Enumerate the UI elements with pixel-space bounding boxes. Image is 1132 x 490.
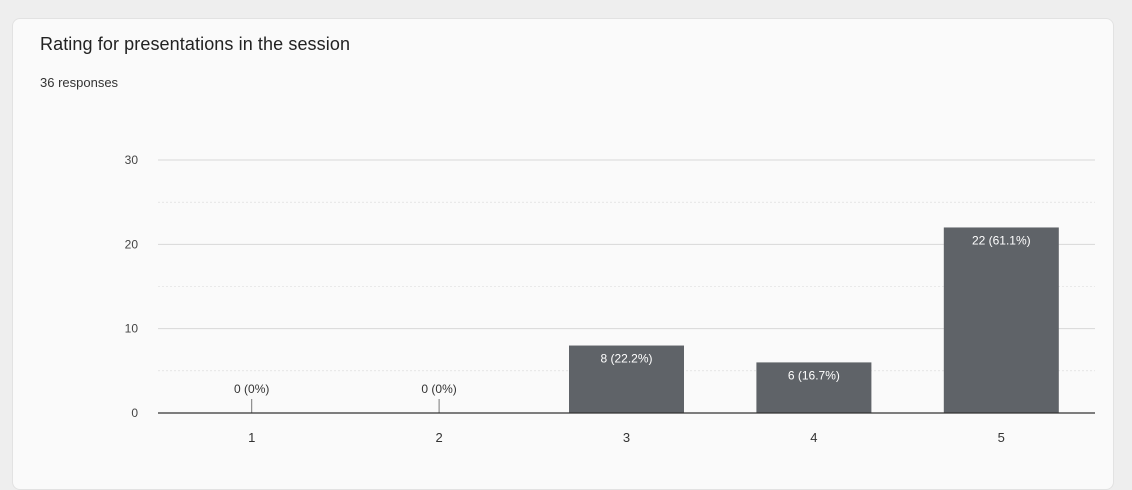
chart-title: Rating for presentations in the session [40,34,351,54]
x-tick-label: 3 [623,430,630,445]
y-tick-label: 30 [125,153,139,167]
bar-chart: 0 10 20 30 0 (0%) 1 0 (0%) 2 8 (22.2%) 3 6 (16.7%)… [125,153,1095,445]
x-tick-label: 2 [435,430,442,445]
y-tick-label: 0 [131,406,138,420]
bar [569,345,684,413]
bar-value-label: 0 (0%) [421,382,456,396]
x-tick-label: 1 [248,430,255,445]
bar-value-label: 0 (0%) [234,382,269,396]
bar [756,362,872,413]
chart-card [12,18,1114,490]
bar-value-label: 22 (61.1%) [972,233,1031,247]
y-tick-label: 20 [125,237,139,251]
x-tick-label: 5 [998,430,1005,445]
bar-value-label: 6 (16.7%) [788,368,840,382]
bar [943,227,1059,413]
x-tick-label: 4 [810,430,817,445]
response-count: 36 responses [40,75,119,90]
bar-value-label: 8 (22.2%) [600,352,652,366]
y-tick-label: 10 [125,322,139,336]
